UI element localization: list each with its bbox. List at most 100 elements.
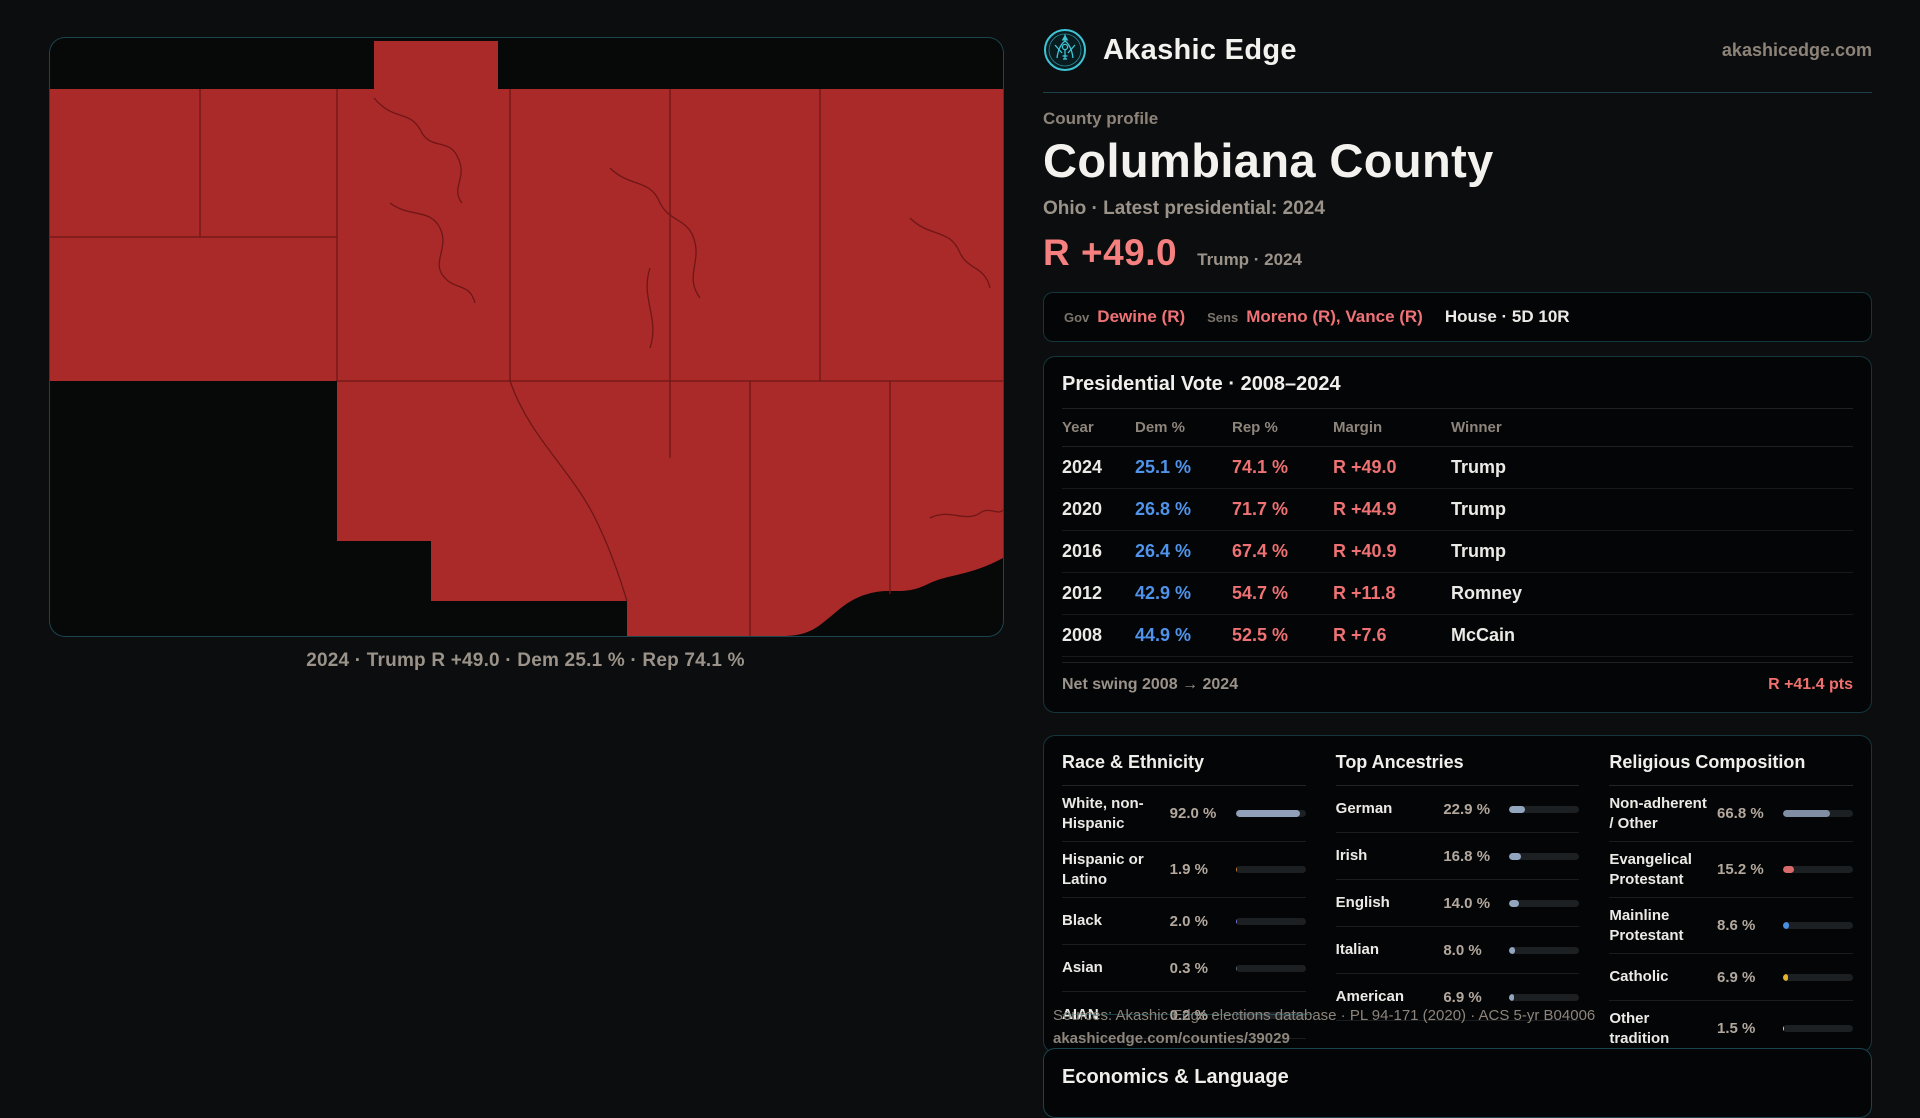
- table-row: 2024 25.1 % 74.1 % R +49.0 Trump: [1062, 447, 1853, 489]
- demo-value: 15.2 %: [1717, 861, 1764, 878]
- vote-table-title: Presidential Vote · 2008–2024: [1062, 373, 1853, 409]
- race-title: Race & Ethnicity: [1062, 752, 1306, 786]
- demo-label: Italian: [1335, 941, 1380, 959]
- cell-dem: 26.8 %: [1135, 499, 1192, 519]
- net-swing-row: Net swing 2008 → 2024 R +41.4 pts: [1062, 662, 1853, 702]
- demo-bar-fill: [1783, 810, 1830, 817]
- county-map: [50, 41, 1003, 636]
- brand-header: Akashic Edge akashicedge.com: [1043, 0, 1872, 72]
- demo-bar-track: [1509, 946, 1580, 954]
- cell-dem: 26.4 %: [1135, 541, 1192, 561]
- cell-winner: Trump: [1451, 499, 1507, 519]
- demo-label: Other tradition: [1609, 1010, 1670, 1047]
- sens-label: Sens: [1207, 309, 1239, 325]
- demo-label: American: [1335, 988, 1405, 1006]
- list-item: Non-adherent / Other 66.8 %: [1609, 786, 1853, 842]
- list-item: Mainline Protestant 8.6 %: [1609, 898, 1853, 954]
- demo-label: Catholic: [1609, 968, 1669, 986]
- demo-label: German: [1335, 800, 1393, 818]
- demo-bar-track: [1509, 899, 1580, 907]
- sources-line: Sources: Akashic Edge elections database…: [1053, 1007, 1596, 1024]
- demo-bar-track: [1509, 805, 1580, 813]
- cell-rep: 67.4 %: [1232, 541, 1289, 561]
- race-column: Race & Ethnicity White, non-Hispanic 92.…: [1062, 752, 1306, 1039]
- cell-winner: McCain: [1451, 625, 1516, 645]
- ancestry-title: Top Ancestries: [1335, 752, 1580, 786]
- demo-value: 0.3 %: [1169, 959, 1209, 977]
- demo-bar-track: [1783, 973, 1853, 981]
- demo-bar-track: [1783, 866, 1853, 873]
- demo-bar-track: [1235, 810, 1306, 817]
- demo-bar-track: [1235, 917, 1306, 925]
- cell-rep: 54.7 %: [1232, 583, 1289, 603]
- cell-dem: 44.9 %: [1135, 625, 1192, 645]
- demo-bar-fill: [1235, 917, 1238, 925]
- profile-eyebrow: County profile: [1043, 109, 1159, 128]
- headline-margin: R +49.0 Trump · 2024: [1043, 232, 1872, 274]
- table-row: 2012 42.9 % 54.7 % R +11.8 Romney: [1062, 573, 1853, 615]
- cell-year: 2008: [1062, 625, 1103, 645]
- economics-title: Economics & Language: [1062, 1066, 1289, 1088]
- demo-bar-fill: [1509, 946, 1515, 954]
- demo-bar-fill: [1783, 922, 1790, 929]
- demo-label: AIAN: [1062, 1006, 1099, 1024]
- margin-stat: R +49.0: [1043, 232, 1178, 273]
- cell-winner: Trump: [1451, 457, 1507, 477]
- demo-bar-fill: [1235, 866, 1237, 873]
- demo-label: Hispanic or Latino: [1062, 851, 1144, 888]
- brand-logo-icon: [1044, 29, 1086, 71]
- demo-bar-track: [1783, 810, 1853, 817]
- demo-label: Mainline Protestant: [1609, 907, 1684, 944]
- net-swing-label: Net swing 2008 → 2024: [1062, 676, 1239, 693]
- demo-value: 14.0 %: [1443, 894, 1491, 912]
- demo-label: White, non-Hispanic: [1062, 795, 1144, 832]
- net-swing-value: R +41.4 pts: [1768, 676, 1853, 693]
- demo-label: Evangelical Protestant: [1609, 851, 1692, 888]
- cell-year: 2012: [1062, 583, 1103, 603]
- margin-stat-note: Trump · 2024: [1197, 250, 1302, 269]
- demo-value: 92.0 %: [1169, 805, 1217, 822]
- list-item: Catholic 6.9 %: [1609, 954, 1853, 1001]
- list-item: American 6.9 %: [1335, 974, 1580, 1021]
- township-boundaries: [50, 89, 1003, 636]
- page-title: Columbiana County: [1043, 134, 1494, 187]
- demo-value: 6.9 %: [1717, 968, 1756, 986]
- cell-margin: R +40.9: [1333, 541, 1397, 561]
- table-row: 2016 26.4 % 67.4 % R +40.9 Trump: [1062, 531, 1853, 573]
- demo-value: 66.8 %: [1717, 805, 1764, 822]
- cell-margin: R +11.8: [1333, 583, 1396, 603]
- ancestry-rows: German 22.9 % Irish 16.8 % English 14.0 …: [1335, 786, 1580, 1021]
- col-winner: Winner: [1451, 419, 1502, 436]
- cell-dem: 25.1 %: [1135, 457, 1192, 477]
- demo-label: Non-adherent / Other: [1609, 795, 1707, 832]
- demographics-card: Race & Ethnicity White, non-Hispanic 92.…: [1043, 735, 1872, 1057]
- col-year: Year: [1062, 419, 1094, 436]
- cell-rep: 52.5 %: [1232, 625, 1289, 645]
- cell-rep: 71.7 %: [1232, 499, 1289, 519]
- demo-bar-fill: [1783, 866, 1794, 873]
- cell-winner: Romney: [1451, 583, 1523, 603]
- list-item: White, non-Hispanic 92.0 %: [1062, 786, 1306, 842]
- demo-label: Irish: [1335, 847, 1368, 865]
- demo-bar-track: [1783, 1025, 1853, 1032]
- demo-bar-fill: [1509, 805, 1526, 813]
- vote-table-header: Year Dem % Rep % Margin Winner: [1062, 409, 1853, 447]
- demo-value: 6.9 %: [1443, 988, 1482, 1006]
- brand-domain-link[interactable]: akashicedge.com: [1721, 39, 1872, 60]
- county-map-card: [49, 37, 1004, 637]
- sources-footer: Sources: Akashic Edge elections database…: [1053, 1004, 1595, 1051]
- county-permalink[interactable]: akashicedge.com/counties/39029: [1053, 1030, 1290, 1048]
- demo-bar-fill: [1783, 1025, 1785, 1032]
- col-margin: Margin: [1333, 419, 1383, 436]
- header-divider: [1043, 92, 1872, 93]
- demo-label: English: [1335, 894, 1390, 912]
- list-item: AIAN 0.2 %: [1062, 992, 1306, 1039]
- demo-value: 16.8 %: [1443, 847, 1491, 865]
- house-value: House · 5D 10R: [1444, 307, 1570, 326]
- demo-value: 0.2 %: [1169, 1006, 1209, 1024]
- cell-dem: 42.9 %: [1135, 583, 1192, 603]
- table-row: 2020 26.8 % 71.7 % R +44.9 Trump: [1062, 489, 1853, 531]
- demo-bar-track: [1235, 964, 1306, 972]
- cell-rep: 74.1 %: [1232, 457, 1289, 477]
- ancestry-column: Top Ancestries German 22.9 % Irish 16.8 …: [1335, 752, 1580, 1021]
